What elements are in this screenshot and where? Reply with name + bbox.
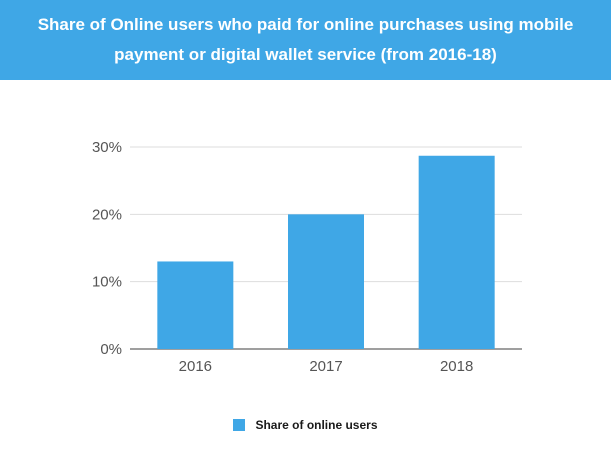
y-tick-label: 0% bbox=[100, 341, 122, 358]
bar-2018 bbox=[418, 155, 495, 349]
bar-2016 bbox=[157, 261, 234, 349]
y-tick-label: 30% bbox=[92, 139, 122, 156]
y-tick-label: 20% bbox=[92, 206, 122, 223]
x-tick-label: 2017 bbox=[309, 358, 342, 375]
legend-swatch bbox=[233, 419, 246, 431]
x-tick-label: 2018 bbox=[440, 358, 473, 375]
chart-title-banner: Share of Online users who paid for onlin… bbox=[0, 0, 611, 80]
legend-label: Share of online users bbox=[255, 418, 378, 432]
bar-2017 bbox=[288, 214, 364, 349]
x-tick-label: 2016 bbox=[179, 358, 212, 375]
y-tick-label: 10% bbox=[92, 274, 122, 291]
chart-title-line-2: payment or digital wallet service (from … bbox=[114, 45, 497, 64]
legend: Share of online users bbox=[0, 418, 611, 432]
bar-chart: 0% 10% 20% 30% 2016 2017 2018 bbox=[92, 139, 522, 375]
chart-title-line-1: Share of Online users who paid for onlin… bbox=[37, 15, 574, 34]
